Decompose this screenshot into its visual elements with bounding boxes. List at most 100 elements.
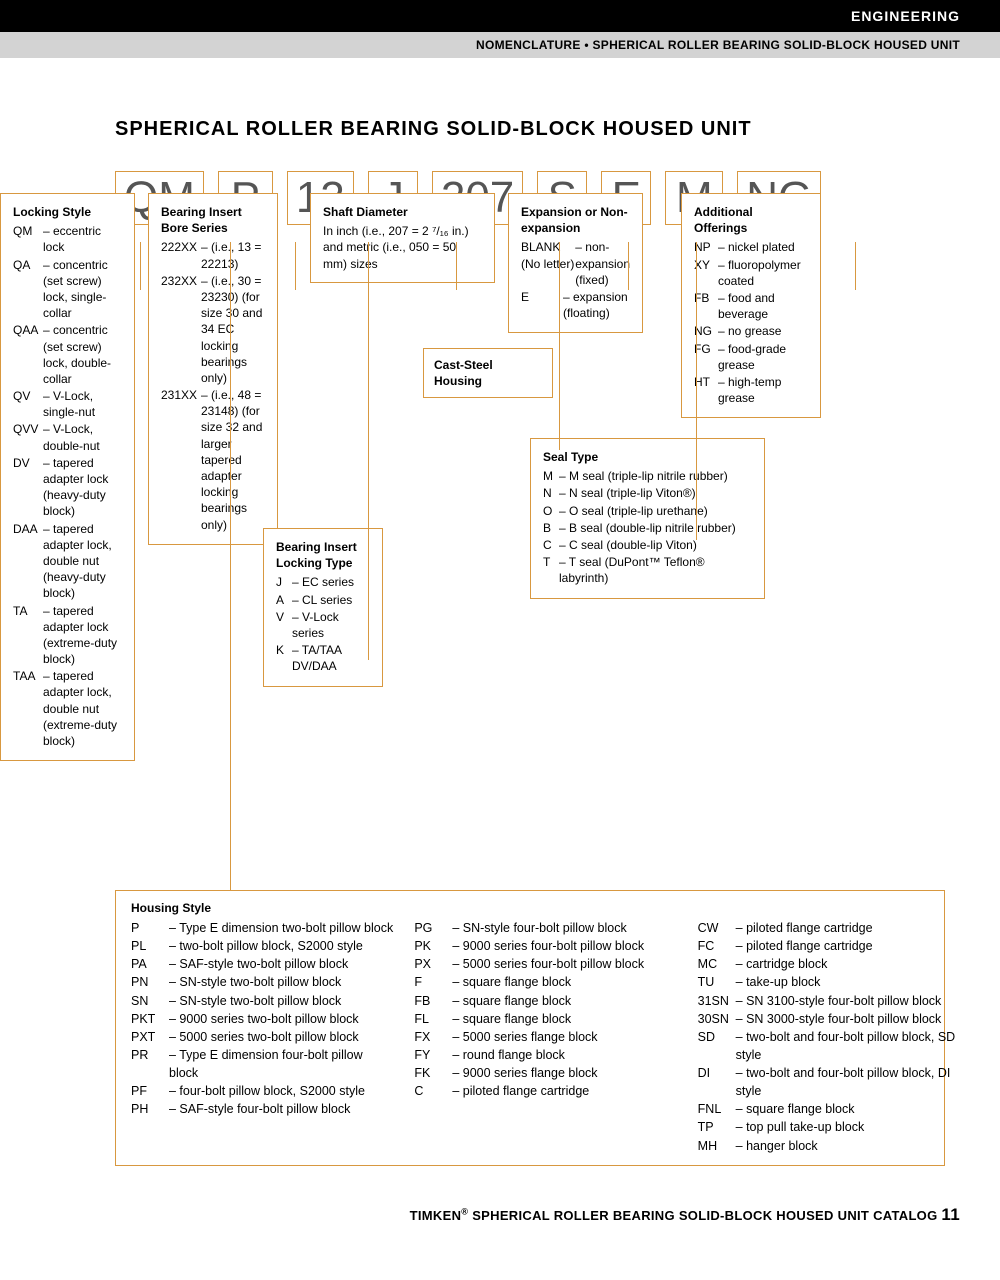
housing-row: PF– four-bolt pillow block, S2000 style — [131, 1082, 394, 1100]
definition-desc: – tapered adapter lock, double nut (heav… — [43, 521, 122, 602]
page-number: 11 — [941, 1205, 960, 1224]
definition-code: C — [543, 537, 559, 553]
housing-code: MC — [698, 955, 736, 973]
definition-desc: – O seal (triple-lip urethane) — [559, 503, 752, 519]
definition-code: XY — [694, 257, 718, 289]
definition-desc: – fluoropolymer coated — [718, 257, 808, 289]
housing-row: PX– 5000 series four-bolt pillow block — [414, 955, 677, 973]
housing-code: TU — [698, 973, 736, 991]
definition-row: T– T seal (DuPont™ Teflon® labyrinth) — [543, 554, 752, 586]
housing-row: PH– SAF-style four-bolt pillow block — [131, 1100, 394, 1118]
housing-row: P– Type E dimension two-bolt pillow bloc… — [131, 919, 394, 937]
housing-row: DI– two-bolt and four-bolt pillow block,… — [698, 1064, 961, 1100]
category-header: ENGINEERING — [0, 0, 1000, 32]
housing-code: 30SN — [698, 1010, 736, 1028]
housing-row: MC– cartridge block — [698, 955, 961, 973]
definition-code: FB — [694, 290, 718, 322]
locking-style-box: Locking Style QM– eccentric lockQA– conc… — [0, 193, 135, 761]
housing-row: FK– 9000 series flange block — [414, 1064, 677, 1082]
housing-row: FL– square flange block — [414, 1010, 677, 1028]
housing-desc: – round flange block — [452, 1046, 677, 1064]
housing-desc: – square flange block — [452, 1010, 677, 1028]
definition-row: NG– no grease — [694, 323, 808, 339]
cast-steel-box: Cast-Steel Housing — [423, 348, 553, 398]
definition-row: FB– food and beverage — [694, 290, 808, 322]
definition-code: E — [521, 289, 563, 321]
housing-row: F– square flange block — [414, 973, 677, 991]
definition-code: DV — [13, 455, 43, 520]
bore-series-box: Bearing Insert Bore Series 222XX– (i.e.,… — [148, 193, 278, 545]
locking-type-box: Bearing Insert Locking Type J– EC series… — [263, 528, 383, 687]
shaft-diameter-text: In inch (i.e., 207 = 2 ⁷/₁₆ in.) and met… — [323, 223, 482, 272]
page-title: SPHERICAL ROLLER BEARING SOLID-BLOCK HOU… — [115, 118, 950, 141]
definition-desc: – no grease — [718, 323, 808, 339]
definition-code: QM — [13, 223, 43, 255]
definition-row: XY– fluoropolymer coated — [694, 257, 808, 289]
housing-row: 30SN– SN 3000-style four-bolt pillow blo… — [698, 1010, 961, 1028]
definition-row: NP– nickel plated — [694, 239, 808, 255]
breadcrumb-bar: NOMENCLATURE • SPHERICAL ROLLER BEARING … — [0, 32, 1000, 58]
definition-row: QVV– V-Lock, double-nut — [13, 421, 122, 453]
definition-row: A– CL series — [276, 592, 370, 608]
housing-code: PN — [131, 973, 169, 991]
housing-desc: – SN 3100-style four-bolt pillow block — [736, 992, 961, 1010]
housing-row: FB– square flange block — [414, 992, 677, 1010]
definition-desc: – (i.e., 48 = 23148) (for size 32 and la… — [201, 387, 265, 533]
housing-desc: – Type E dimension two-bolt pillow block — [169, 919, 394, 937]
definition-row: M– M seal (triple-lip nitrile rubber) — [543, 468, 752, 484]
housing-desc: – two-bolt and four-bolt pillow block, D… — [736, 1064, 961, 1100]
definition-row: BLANK (No letter)– non-expansion (fixed) — [521, 239, 630, 288]
definition-code: M — [543, 468, 559, 484]
housing-desc: – 5000 series flange block — [452, 1028, 677, 1046]
footer-text: SPHERICAL ROLLER BEARING SOLID-BLOCK HOU… — [468, 1208, 941, 1223]
definition-code: J — [276, 574, 292, 590]
definition-desc: – B seal (double-lip nitrile rubber) — [559, 520, 752, 536]
shaft-diameter-heading: Shaft Diameter — [323, 204, 482, 220]
definition-code: QAA — [13, 322, 43, 387]
definition-code: O — [543, 503, 559, 519]
housing-desc: – SN-style two-bolt pillow block — [169, 992, 394, 1010]
definition-desc: – N seal (triple-lip Viton®) — [559, 485, 752, 501]
housing-code: PX — [414, 955, 452, 973]
definition-row: 232XX– (i.e., 30 = 23230) (for size 30 a… — [161, 273, 265, 386]
seal-type-box: Seal Type M– M seal (triple-lip nitrile … — [530, 438, 765, 599]
housing-code: FL — [414, 1010, 452, 1028]
housing-code: PH — [131, 1100, 169, 1118]
housing-desc: – piloted flange cartridge — [452, 1082, 677, 1100]
housing-desc: – square flange block — [452, 973, 677, 991]
housing-code: F — [414, 973, 452, 991]
housing-code: FY — [414, 1046, 452, 1064]
locking-style-heading: Locking Style — [13, 204, 122, 220]
definition-desc: – T seal (DuPont™ Teflon® labyrinth) — [559, 554, 752, 586]
definition-desc: – C seal (double-lip Viton) — [559, 537, 752, 553]
locking-type-heading: Bearing Insert Locking Type — [276, 539, 370, 571]
definition-row: K– TA/TAA DV/DAA — [276, 642, 370, 674]
seal-type-heading: Seal Type — [543, 449, 752, 465]
definition-desc: – tapered adapter lock (extreme-duty blo… — [43, 603, 122, 668]
housing-desc: – SAF-style two-bolt pillow block — [169, 955, 394, 973]
housing-code: CW — [698, 919, 736, 937]
housing-code: DI — [698, 1064, 736, 1100]
definition-desc: – concentric (set screw) lock, double-co… — [43, 322, 122, 387]
housing-code: P — [131, 919, 169, 937]
housing-desc: – piloted flange cartridge — [736, 937, 961, 955]
housing-desc: – square flange block — [452, 992, 677, 1010]
housing-row: SD– two-bolt and four-bolt pillow block,… — [698, 1028, 961, 1064]
definition-code: BLANK (No letter) — [521, 239, 575, 288]
housing-style-heading: Housing Style — [131, 901, 929, 915]
definition-code: QVV — [13, 421, 43, 453]
housing-desc: – hanger block — [736, 1137, 961, 1155]
definition-desc: – (i.e., 13 = 22213) — [201, 239, 265, 271]
housing-row: PL– two-bolt pillow block, S2000 style — [131, 937, 394, 955]
housing-desc: – 9000 series flange block — [452, 1064, 677, 1082]
definition-desc: – tapered adapter lock, double nut (extr… — [43, 668, 122, 749]
housing-code: TP — [698, 1118, 736, 1136]
definition-row: TAA– tapered adapter lock, double nut (e… — [13, 668, 122, 749]
definition-desc: – (i.e., 30 = 23230) (for size 30 and 34… — [201, 273, 265, 386]
definition-row: FG– food-grade grease — [694, 341, 808, 373]
shaft-diameter-box: Shaft Diameter In inch (i.e., 207 = 2 ⁷/… — [310, 193, 495, 283]
housing-code: FC — [698, 937, 736, 955]
definition-code: QA — [13, 257, 43, 322]
definition-code: TAA — [13, 668, 43, 749]
housing-desc: – Type E dimension four-bolt pillow bloc… — [169, 1046, 394, 1082]
